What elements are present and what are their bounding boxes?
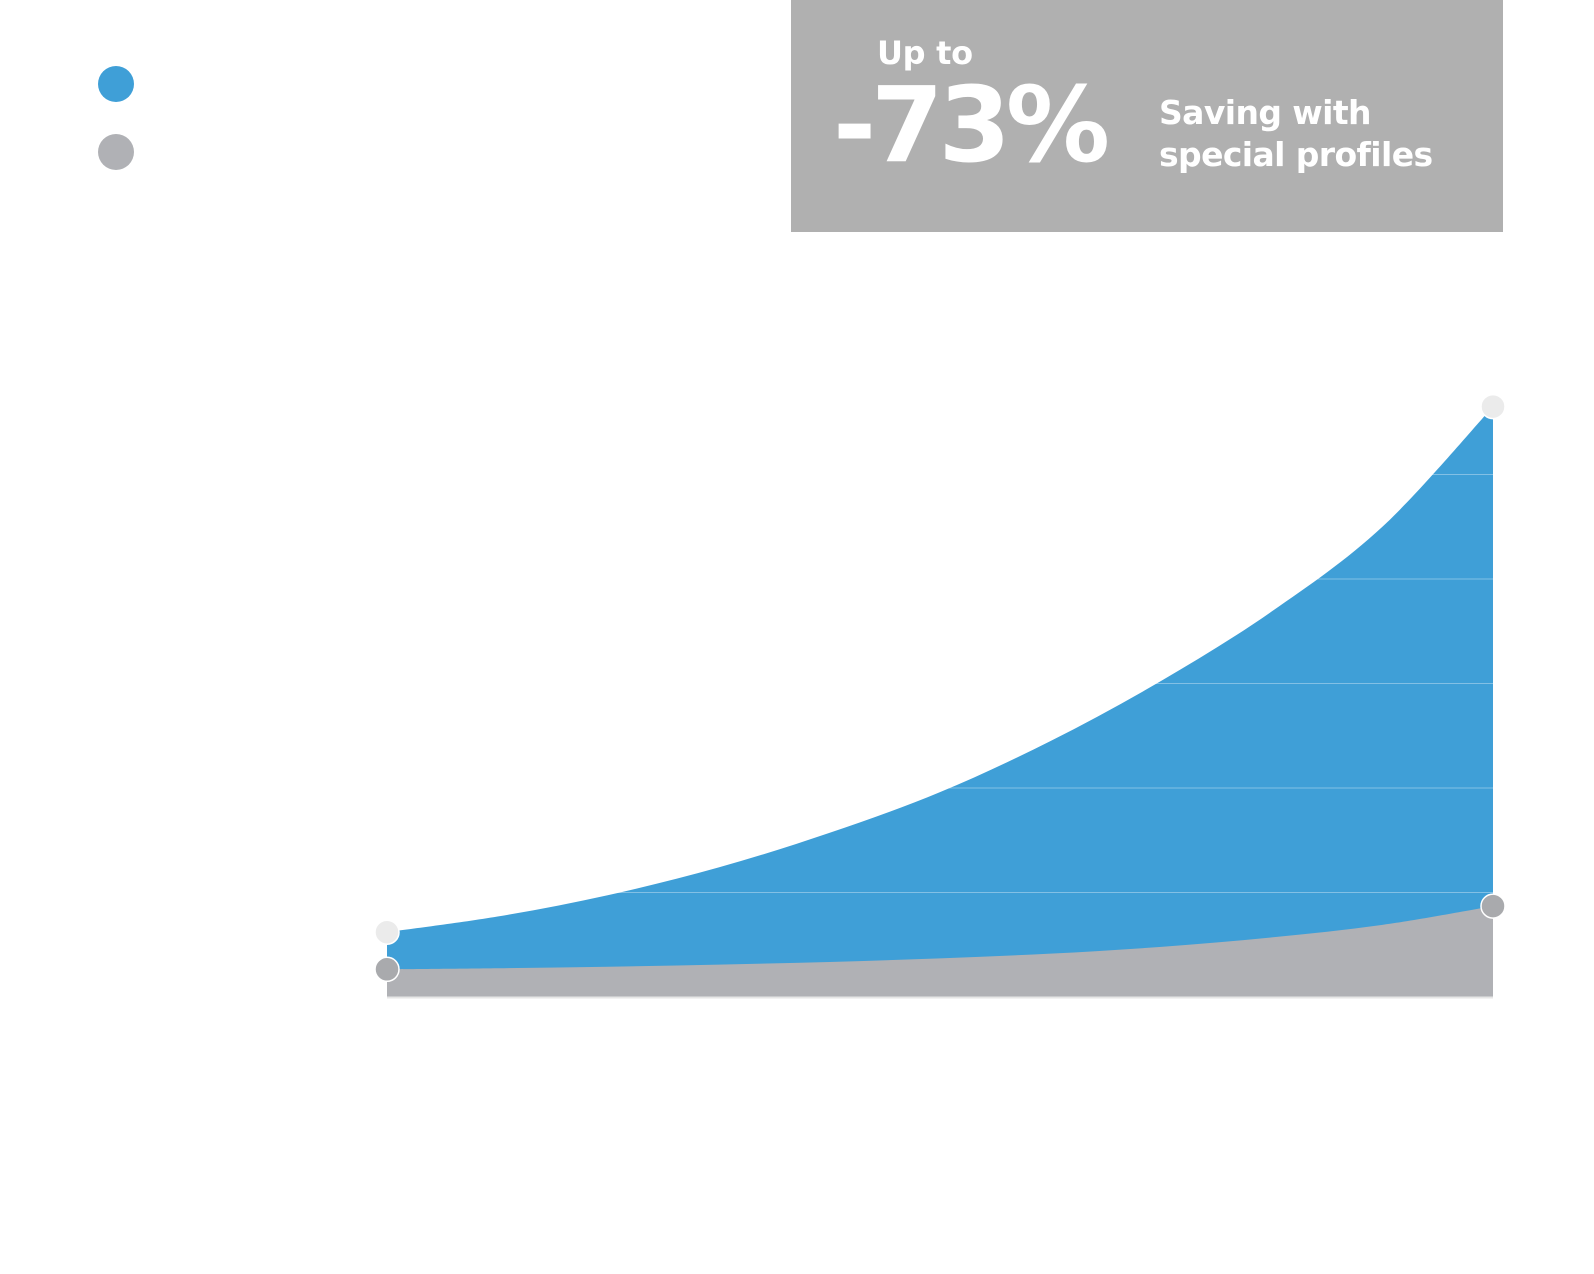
area-series-1	[387, 406, 1493, 997]
data-point-marker-4	[1480, 893, 1506, 919]
callout-line-2: special profiles	[1159, 135, 1433, 174]
savings-callout: Up to -73% Saving with special profiles	[791, 0, 1503, 232]
legend-dot-blue-icon	[98, 66, 134, 102]
callout-line-1: Saving with	[1159, 93, 1372, 132]
data-point-marker-3	[374, 956, 400, 983]
data-point-marker-2	[1480, 393, 1506, 420]
callout-value: -73%	[833, 64, 1110, 186]
callout-prefix: Up to	[877, 34, 973, 72]
area-series-2	[387, 906, 1493, 997]
legend-dot-gray-icon	[98, 134, 134, 170]
callout-description: Saving with special profiles	[1159, 92, 1489, 176]
data-point-marker-1	[374, 919, 400, 945]
